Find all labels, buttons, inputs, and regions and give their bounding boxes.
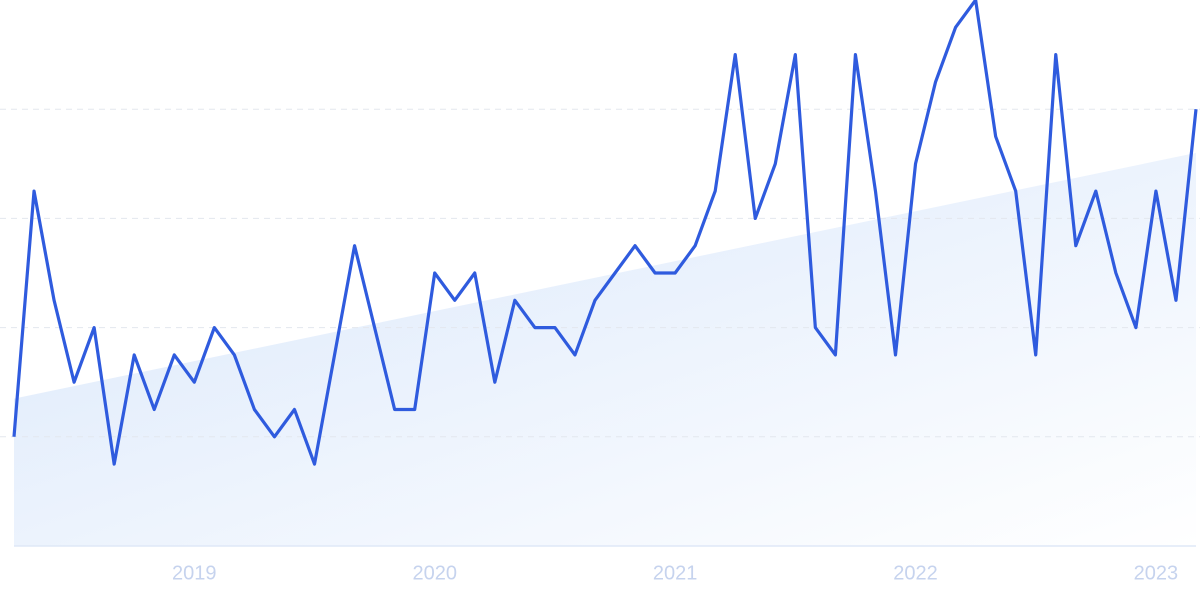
line bbox=[12, 0, 1198, 466]
x-tick-label: 2019 bbox=[172, 562, 217, 584]
x-tick-label: 2022 bbox=[893, 562, 938, 584]
x-tick-label: 2021 bbox=[653, 562, 698, 584]
x-tick-label: 2020 bbox=[412, 562, 457, 584]
x-tick-label: 2023 bbox=[1134, 562, 1179, 584]
